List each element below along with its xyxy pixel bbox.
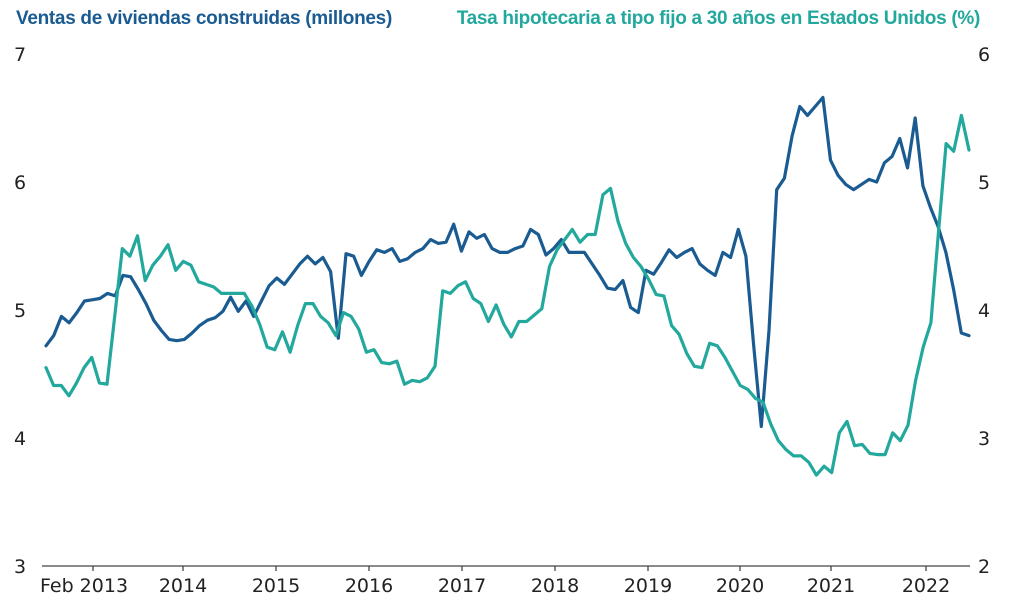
- x-tick-label: 2018: [531, 575, 579, 597]
- y-right-tick-label: 5: [978, 172, 990, 194]
- x-tick-label: 2022: [902, 575, 950, 597]
- x-tick-label: 2021: [807, 575, 855, 597]
- x-tick-label: Feb 2013: [40, 575, 128, 597]
- left-axis-title: Ventas de viviendas construidas (millone…: [16, 8, 392, 29]
- y-left-tick-label: 4: [14, 428, 26, 450]
- series-line-mortgage-rate: [44, 113, 971, 477]
- y-left-tick-label: 3: [14, 556, 26, 578]
- y-right-tick-label: 3: [978, 428, 990, 450]
- series-line-home-sales: [44, 95, 971, 429]
- x-tick-label: 2017: [438, 575, 486, 597]
- x-tick-label: 2020: [716, 575, 764, 597]
- y-right-tick-label: 6: [978, 44, 990, 66]
- right-axis-title: Tasa hipotecaria a tipo fijo a 30 años e…: [456, 8, 981, 29]
- x-tick-label: 2019: [624, 575, 672, 597]
- y-right-tick-label: 4: [978, 300, 990, 322]
- y-right-tick-label: 2: [978, 556, 990, 578]
- x-tick-label: 2014: [159, 575, 207, 597]
- x-tick-label: 2015: [252, 575, 300, 597]
- y-left-tick-label: 5: [14, 300, 26, 322]
- y-left-tick-label: 7: [14, 44, 26, 66]
- x-tick-label: 2016: [345, 575, 393, 597]
- y-left-tick-label: 6: [14, 172, 26, 194]
